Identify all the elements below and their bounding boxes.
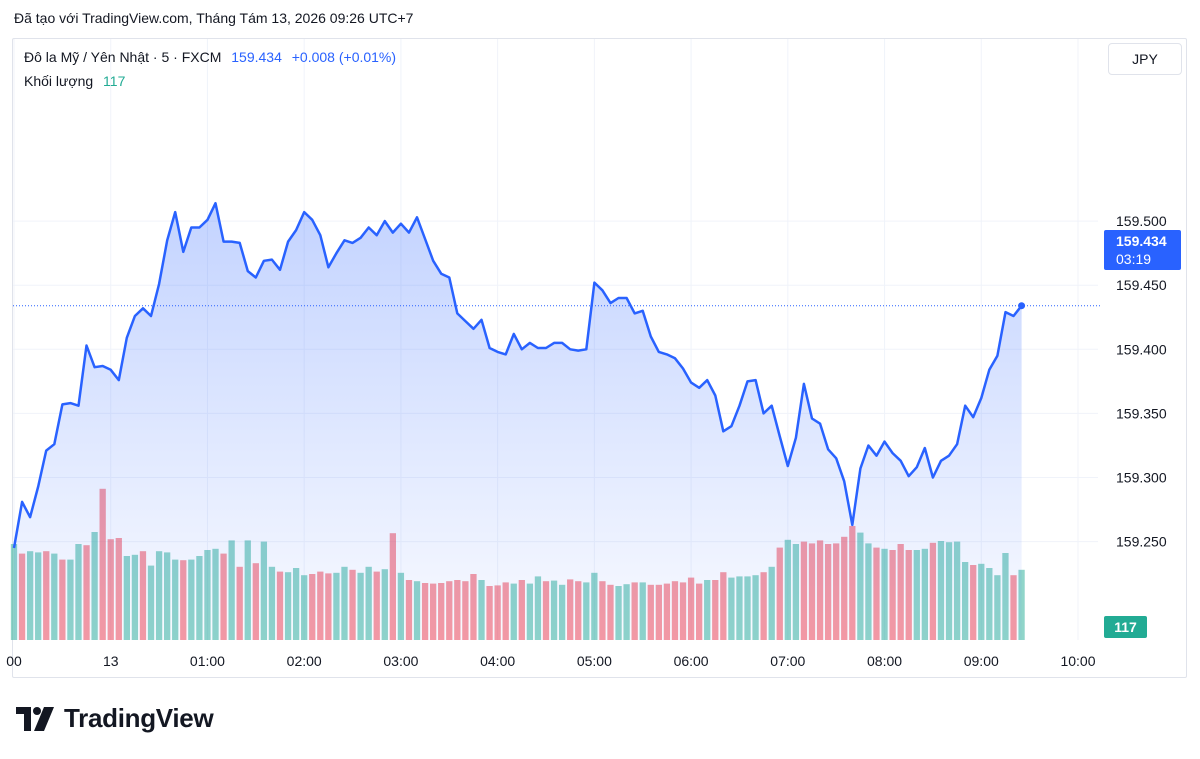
legend-change: +0.008 (+0.01%)	[291, 49, 397, 65]
tradingview-logo-text: TradingView	[64, 703, 214, 733]
tradingview-logo[interactable]: TradingView	[16, 703, 214, 734]
last-price-value: 159.434	[1116, 233, 1167, 249]
legend-symbol-row[interactable]: Đô la Mỹ / Yên Nhật · 5 · FXCM 159.434 +…	[24, 49, 396, 65]
tradingview-logo-icon	[16, 706, 54, 731]
x-tick-label: 04:00	[480, 653, 515, 669]
y-tick-label: 159.450	[1116, 277, 1167, 293]
y-tick-label: 159.350	[1116, 405, 1167, 421]
x-tick-label: 05:00	[577, 653, 612, 669]
x-tick-label: 03:00	[383, 653, 418, 669]
chart-header-caption: Đã tạo với TradingView.com, Tháng Tám 13…	[14, 10, 414, 26]
legend-price: 159.434	[231, 49, 282, 65]
time-axis[interactable]: 00 13 01:00 02:00 03:00 04:00 05:00 06:00 07:00 0…	[6, 653, 1096, 669]
y-tick-label: 159.400	[1116, 341, 1167, 357]
y-tick-label: 159.500	[1116, 213, 1167, 229]
legend-symbol[interactable]: Đô la Mỹ / Yên Nhật · 5 · FXCM	[24, 49, 222, 65]
x-tick-label: 07:00	[770, 653, 805, 669]
x-tick-label: 00	[6, 653, 22, 669]
volume-badge: 117	[1104, 616, 1147, 638]
x-tick-label: 09:00	[964, 653, 999, 669]
price-area-fill	[14, 203, 1022, 640]
legend-volume-value: 117	[103, 73, 126, 89]
x-tick-label: 02:00	[287, 653, 322, 669]
last-price-dot	[1018, 302, 1026, 310]
currency-button[interactable]: JPY	[1108, 43, 1182, 75]
x-tick-label: 13	[103, 653, 119, 669]
y-tick-label: 159.250	[1116, 534, 1167, 550]
last-price-badge: 159.434 03:19	[1104, 230, 1181, 270]
legend-volume-label[interactable]: Khối lượng	[24, 73, 94, 89]
x-tick-label: 06:00	[674, 653, 709, 669]
price-marks	[12, 201, 1100, 549]
y-tick-label: 159.300	[1116, 470, 1167, 486]
price-axis[interactable]: 159.500 159.450 159.400 159.350 159.300 159.2…	[1116, 213, 1167, 549]
x-tick-label: 01:00	[190, 653, 225, 669]
chart-panel	[12, 38, 1187, 678]
legend-volume-row[interactable]: Khối lượng 117	[24, 73, 125, 89]
bar-countdown: 03:19	[1116, 251, 1152, 267]
price-area	[14, 203, 1022, 640]
price-line	[12, 201, 1023, 549]
x-tick-label: 08:00	[867, 653, 902, 669]
x-tick-label: 10:00	[1060, 653, 1095, 669]
